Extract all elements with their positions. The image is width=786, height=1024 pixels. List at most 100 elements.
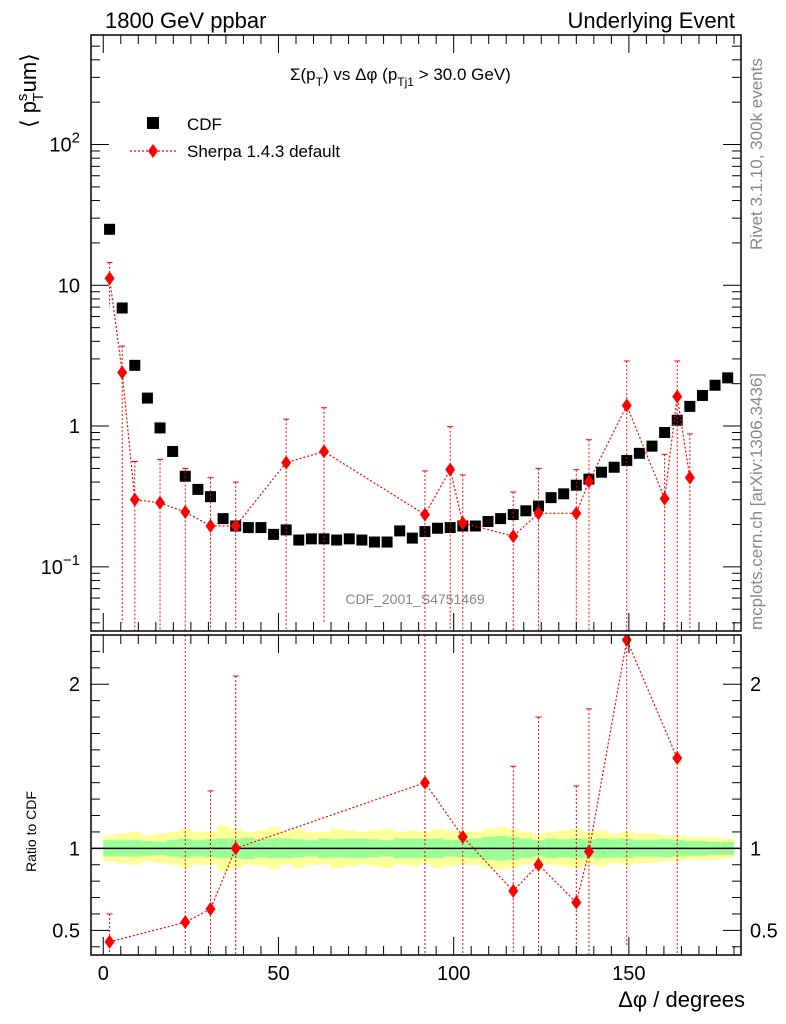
- cdf-point: [305, 533, 317, 545]
- cdf-point: [671, 414, 683, 426]
- cdf-point: [293, 534, 305, 546]
- top-ytick-label: 10: [58, 275, 80, 297]
- sherpa-point: [445, 462, 456, 477]
- cdf-point: [268, 528, 280, 540]
- ratio-sherpa-point: [508, 884, 519, 898]
- x-tick-label: 50: [267, 963, 289, 985]
- cdf-point: [495, 513, 507, 525]
- legend-cdf-label: CDF: [187, 115, 222, 134]
- cdf-point: [469, 520, 481, 532]
- ratio-ytick-label: 1: [69, 838, 80, 860]
- top-ytick-label: 1: [69, 416, 80, 438]
- sherpa-point: [155, 495, 166, 510]
- cdf-point: [432, 522, 444, 534]
- sherpa-point: [684, 470, 695, 485]
- cdf-point: [520, 505, 532, 517]
- ratio-sherpa-point: [571, 895, 582, 910]
- ratio-ytick-label-right: 0.5: [750, 920, 778, 942]
- ratio-frame: [90, 634, 742, 956]
- top-ylabel: ⟨ psTum⟩: [14, 53, 47, 128]
- ratio-sherpa-point: [533, 857, 544, 872]
- sherpa-point: [104, 271, 115, 286]
- sherpa-point: [230, 518, 241, 533]
- cdf-point: [394, 525, 406, 537]
- cdf-point: [646, 440, 658, 452]
- cdf-point: [507, 509, 519, 521]
- cdf-point: [141, 392, 153, 404]
- cdf-point: [356, 534, 368, 546]
- sherpa-point: [281, 455, 292, 470]
- header-right: Underlying Event: [567, 8, 735, 33]
- cdf-point: [154, 422, 166, 434]
- top-ytick-label: 10−1: [41, 552, 80, 579]
- cdf-point: [204, 491, 216, 503]
- sherpa-point: [319, 444, 330, 459]
- legend-cdf-marker: [147, 117, 159, 129]
- legend: CDF Sherpa 1.4.3 default: [130, 115, 340, 161]
- ratio-ytick-label: 0.5: [52, 920, 80, 942]
- rivet-label: Rivet 3.1.10, 300k events: [747, 58, 766, 250]
- watermark: CDF_2001_S4751469: [345, 591, 485, 607]
- cdf-point: [217, 513, 229, 525]
- ratio-series: [104, 635, 683, 955]
- sherpa-point: [621, 398, 632, 413]
- x-tick-label: 100: [437, 963, 470, 985]
- cdf-point: [406, 532, 418, 544]
- ratio-ylabel: Ratio to CDF: [23, 791, 39, 872]
- cdf-point: [633, 447, 645, 459]
- cdf-point: [558, 488, 570, 500]
- cdf-point: [331, 534, 343, 546]
- ratio-sherpa-point: [230, 841, 241, 856]
- top-ytick-label: 102: [49, 130, 80, 157]
- sherpa-point: [117, 365, 128, 380]
- cdf-point: [545, 492, 557, 504]
- sherpa-point: [571, 506, 582, 521]
- cdf-point: [684, 400, 696, 412]
- cdf-point: [482, 515, 494, 527]
- ratio-sherpa-point: [419, 775, 430, 790]
- sherpa-point: [659, 491, 670, 506]
- cdf-point: [318, 533, 330, 545]
- cdf-point: [129, 359, 141, 371]
- top-series: [104, 223, 734, 631]
- sherpa-point: [533, 506, 544, 521]
- sherpa-point: [129, 492, 140, 507]
- sherpa-point: [457, 515, 468, 530]
- ratio-sherpa-point: [672, 751, 683, 766]
- cdf-point: [242, 522, 254, 534]
- cdf-point: [596, 466, 608, 478]
- cdf-point: [659, 427, 671, 439]
- x-tick-label: 0: [98, 963, 109, 985]
- cdf-point: [570, 479, 582, 491]
- cdf-point: [104, 223, 116, 235]
- sherpa-point: [508, 529, 519, 544]
- cdf-point: [116, 302, 128, 314]
- cdf-point: [255, 522, 267, 534]
- ratio-sherpa-point: [205, 902, 216, 917]
- ratio-ytick-label-right: 1: [750, 838, 761, 860]
- sherpa-point: [419, 507, 430, 522]
- cdf-point: [621, 454, 633, 466]
- x-tick-label: 150: [612, 963, 645, 985]
- legend-sherpa-label: Sherpa 1.4.3 default: [187, 142, 340, 161]
- sherpa-point: [583, 474, 594, 489]
- chart-title: Σ(pT) vs Δφ (pTj1 > 30.0 GeV): [290, 65, 511, 89]
- axes: 10−1 1 10 102 0 50 100 150 0.5 0.5 1 1 2 2: [41, 34, 778, 985]
- ratio-sherpa-point: [104, 934, 115, 949]
- header-left: 1800 GeV ppbar: [105, 8, 266, 33]
- cdf-point: [722, 372, 734, 384]
- top-frame: [90, 34, 742, 632]
- legend-sherpa-marker: [148, 144, 158, 158]
- cdf-point: [368, 536, 380, 548]
- ratio-sherpa-point: [457, 829, 468, 844]
- cdf-point: [343, 533, 355, 545]
- cdf-point: [280, 524, 292, 536]
- cdf-point: [192, 483, 204, 495]
- cdf-point: [167, 445, 179, 457]
- cdf-point: [381, 536, 393, 548]
- sherpa-point: [205, 518, 216, 533]
- ratio-sherpa-point: [583, 844, 594, 859]
- sherpa-point: [672, 389, 683, 404]
- cdf-point: [696, 389, 708, 401]
